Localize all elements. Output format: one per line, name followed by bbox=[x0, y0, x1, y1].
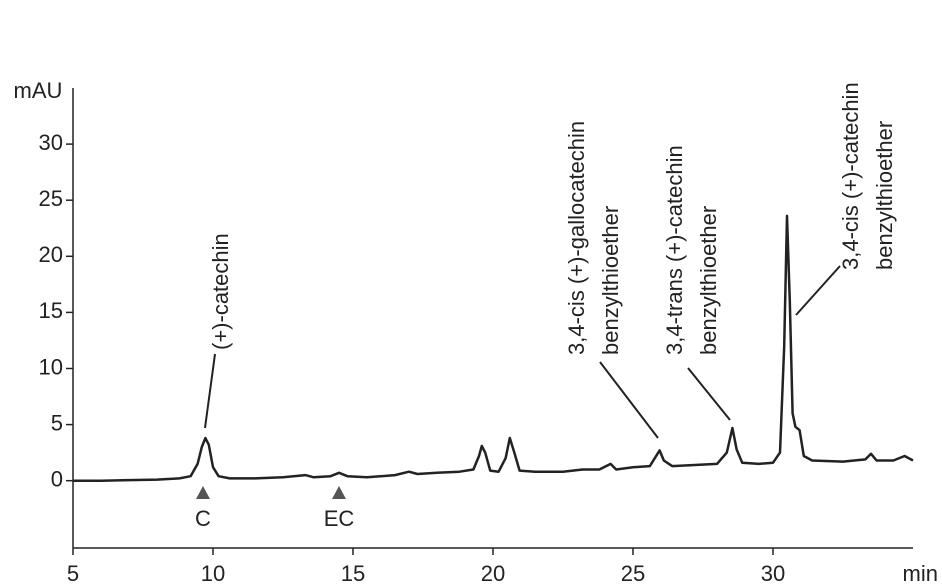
leader-line bbox=[599, 361, 659, 439]
marker-label: C bbox=[195, 506, 211, 531]
x-tick-label: 20 bbox=[481, 561, 505, 586]
marker-triangle bbox=[196, 486, 210, 499]
y-tick-label: 0 bbox=[51, 466, 63, 491]
y-tick-label: 20 bbox=[39, 242, 63, 267]
y-tick-label: 25 bbox=[39, 186, 63, 211]
x-tick-label: 25 bbox=[621, 561, 645, 586]
y-tick-label: 15 bbox=[39, 298, 63, 323]
y-tick-label: 30 bbox=[39, 130, 63, 155]
x-axis-label: min bbox=[903, 561, 938, 586]
x-tick-label: 10 bbox=[201, 561, 225, 586]
leader-line bbox=[204, 353, 216, 429]
y-tick-label: 10 bbox=[39, 354, 63, 379]
x-tick-label: 5 bbox=[67, 561, 79, 586]
leader-line bbox=[795, 265, 841, 316]
trace bbox=[73, 214, 914, 482]
peak-annotation: benzylthioether bbox=[598, 206, 623, 355]
peak-annotation: 3,4-cis (+)-catechin bbox=[838, 82, 863, 270]
peak-annotation: benzylthioether bbox=[696, 206, 721, 355]
peak-annotation: 3,4-trans (+)-catechin bbox=[662, 145, 687, 355]
marker-label: EC bbox=[324, 506, 355, 531]
peak-annotation: (+)-catechin bbox=[208, 233, 233, 350]
leader-line bbox=[687, 367, 731, 421]
x-tick-label: 15 bbox=[341, 561, 365, 586]
peak-annotation: benzylthioether bbox=[872, 121, 897, 270]
x-tick-label: 30 bbox=[761, 561, 785, 586]
y-axis-label: mAU bbox=[14, 78, 63, 103]
marker-triangle bbox=[332, 486, 346, 499]
y-tick-label: 5 bbox=[51, 410, 63, 435]
peak-annotation: 3,4-cis (+)-gallocatechin bbox=[564, 121, 589, 355]
